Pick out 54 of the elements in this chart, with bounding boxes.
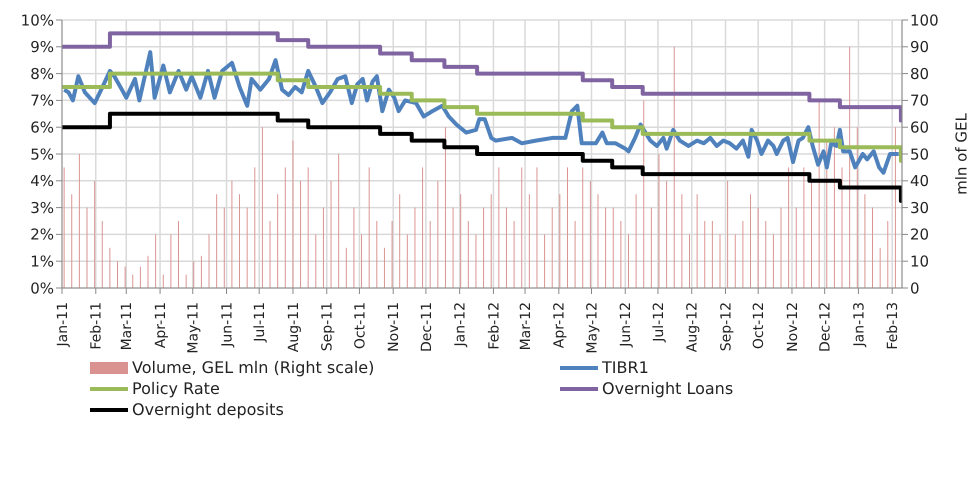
- y2-axis-title: mln of GEL: [952, 112, 970, 195]
- x-tick-label: Jan-13: [851, 302, 868, 348]
- y-tick-label: 9%: [30, 38, 54, 56]
- y2-tick-label: 100: [910, 11, 939, 30]
- x-tick-label: Mar-12: [518, 302, 534, 350]
- y-tick-label: 4%: [30, 172, 54, 190]
- x-tick-label: Nov-11: [386, 302, 402, 352]
- y-tick-label: 7%: [30, 92, 54, 110]
- y2-tick-label: 90: [910, 38, 930, 56]
- x-tick-label: Apr-12: [552, 302, 568, 348]
- legend-label: Overnight deposits: [132, 400, 284, 419]
- y-tick-label: 5%: [30, 145, 54, 164]
- y2-tick-label: 0: [910, 279, 920, 298]
- x-tick-label: Feb-13: [885, 302, 902, 350]
- legend-label: Policy Rate: [132, 379, 220, 398]
- x-tick-label: Jun-12: [618, 302, 634, 348]
- x-tick-label: Apr-11: [152, 302, 169, 348]
- x-tick-label: Dec-11: [418, 302, 435, 352]
- legend-label: TIBR1: [602, 358, 649, 377]
- y-tick-label: 3%: [30, 198, 54, 217]
- x-tick-label: May-12: [584, 302, 600, 354]
- x-tick-label: Oct-11: [352, 302, 368, 350]
- y2-tick-label: 50: [910, 145, 930, 164]
- y-tick-label: 1%: [30, 252, 54, 271]
- x-tick-label: Aug-11: [286, 302, 302, 352]
- y-tick-label: 0%: [30, 279, 54, 298]
- x-tick-label: Nov-12: [784, 302, 801, 352]
- y2-tick-label: 10: [910, 252, 930, 271]
- x-tick-label: Feb-12: [486, 302, 502, 350]
- y-tick-label: 10%: [20, 11, 54, 30]
- y2-tick-label: 30: [910, 198, 930, 217]
- y-tick-label: 6%: [30, 118, 54, 137]
- x-tick-label: Jan-11: [54, 302, 71, 348]
- legend-label: Volume, GEL mln (Right scale): [132, 358, 374, 377]
- x-tick-label: Jan-12: [452, 302, 469, 348]
- y2-tick-label: 80: [910, 64, 930, 83]
- y2-tick-label: 70: [910, 92, 930, 110]
- x-tick-label: Jun-11: [219, 302, 236, 348]
- x-tick-label: Jul-11: [252, 302, 268, 343]
- legend-label: Overnight Loans: [602, 379, 734, 398]
- x-tick-label: Dec-12: [818, 302, 834, 352]
- y2-tick-label: 20: [910, 226, 930, 244]
- x-tick-label: Sep-12: [718, 302, 734, 352]
- x-tick-label: Mar-11: [119, 302, 136, 350]
- x-tick-label: Feb-11: [88, 302, 105, 350]
- y-tick-label: 8%: [30, 64, 54, 83]
- y2-tick-label: 60: [910, 118, 930, 137]
- x-tick-label: Sep-11: [320, 302, 336, 352]
- y2-tick-label: 40: [910, 172, 930, 190]
- y-tick-label: 2%: [30, 226, 54, 244]
- x-tick-label: Oct-12: [751, 302, 768, 350]
- x-tick-label: Aug-12: [684, 302, 701, 352]
- x-tick-label: May-11: [186, 302, 202, 354]
- x-tick-label: Jul-12: [650, 302, 667, 343]
